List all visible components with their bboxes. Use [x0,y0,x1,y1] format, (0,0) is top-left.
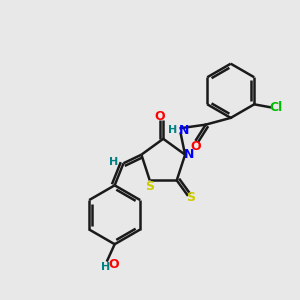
Text: O: O [154,110,165,123]
Text: S: S [145,180,154,193]
Text: H: H [109,157,118,167]
Text: N: N [179,124,189,137]
Text: N: N [183,148,194,161]
Text: Cl: Cl [270,101,283,114]
Text: O: O [109,258,119,271]
Text: H: H [101,262,110,272]
Text: O: O [190,140,201,153]
Text: S: S [186,191,195,204]
Text: H: H [168,125,177,135]
